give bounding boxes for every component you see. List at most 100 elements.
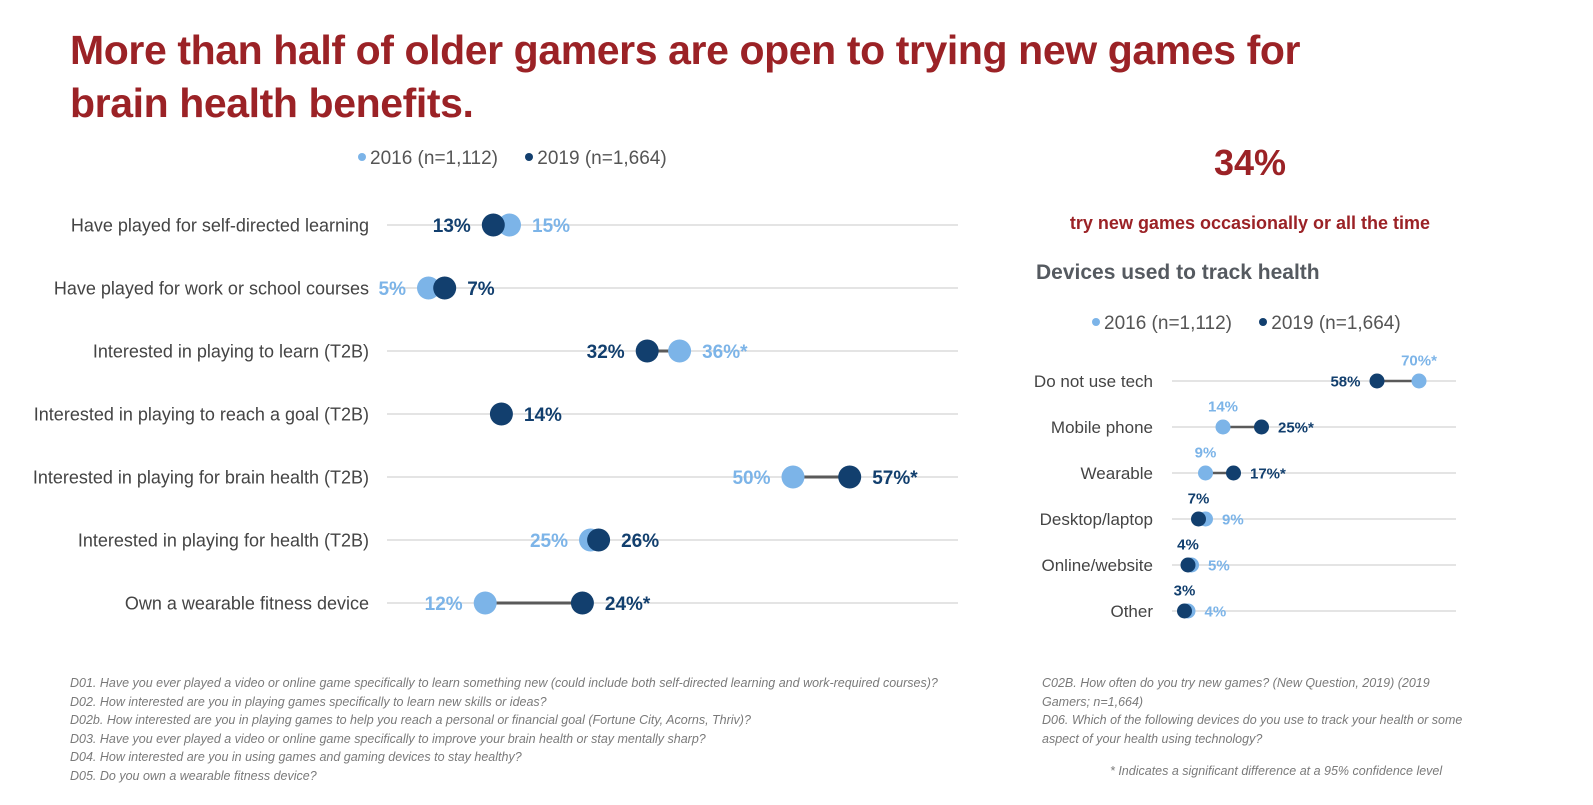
footnote: C02B. How often do you try new games? (N… — [1042, 676, 1430, 709]
value-label-2019: 13% — [433, 216, 471, 237]
footnote: D04. How interested are you in using gam… — [70, 750, 522, 764]
significance-note: * Indicates a significant difference at … — [1110, 764, 1443, 778]
dot-2019 — [1191, 511, 1206, 527]
value-label-2016: 70%* — [1401, 353, 1437, 370]
legend-label-2016: 2016 (n=1,112) — [1104, 313, 1232, 334]
stat-caption: try new games occasionally or all the ti… — [1069, 213, 1431, 233]
legend-item-2016: 2016 (n=1,112) — [358, 148, 498, 170]
dot-2016 — [498, 213, 521, 237]
value-label-2016: 4% — [1205, 603, 1227, 620]
legend-item-2019: 2019 (n=1,664) — [1259, 313, 1401, 335]
dumbbell-chart-devices: Do not use tech 70%* 58% Mobile phone 14% 25%… — [1034, 353, 1456, 621]
dot-2016 — [781, 465, 805, 489]
value-label-2019: 24%* — [605, 594, 651, 615]
chart-row: Interested in playing for health (T2B) 25… — [78, 528, 958, 552]
dot-2016 — [473, 591, 497, 615]
value-label-2019: 7% — [467, 279, 495, 300]
footnote: D01. Have you ever played a video or onl… — [70, 676, 938, 690]
chart-row: Own a wearable fitness device 12% 24%* — [125, 591, 958, 615]
dot-2019 — [635, 339, 659, 363]
value-label-2019: 3% — [1174, 583, 1196, 600]
footnote: D05. Do you own a wearable fitness devic… — [70, 768, 317, 783]
legend-right: 2016 (n=1,112) 2019 (n=1,664) — [1092, 313, 1423, 335]
category-label: Do not use tech — [1034, 372, 1153, 391]
chart-row: Have played for work or school courses 5%… — [54, 276, 958, 300]
legend-label-2019: 2019 (n=1,664) — [537, 148, 667, 169]
chart-row: Other 4% 3% — [1110, 583, 1456, 621]
dot-2019 — [1369, 373, 1385, 389]
value-label-2019: 26% — [621, 531, 659, 552]
dot-2016 — [417, 276, 440, 300]
category-label: Desktop/laptop — [1040, 510, 1153, 529]
dot-2016 — [1215, 419, 1231, 435]
legend-dot-2019-icon — [525, 153, 534, 161]
category-label: Interested in playing for health (T2B) — [78, 530, 369, 550]
dot-2019 — [587, 528, 611, 552]
dot-2019 — [838, 465, 862, 489]
chart-row: Desktop/laptop 9% 7% — [1040, 491, 1456, 529]
value-label-2019: 4% — [1177, 537, 1199, 554]
legend-item-2016: 2016 (n=1,112) — [1092, 313, 1232, 335]
dot-2016 — [1198, 465, 1213, 481]
value-label-2019: 17%* — [1250, 465, 1286, 482]
stat-value: 34% — [1213, 142, 1287, 183]
dot-2019 — [481, 213, 505, 237]
value-label-2016: 5% — [379, 279, 407, 300]
legend-item-2019: 2019 (n=1,664) — [525, 148, 667, 170]
value-label-2019: 7% — [1188, 491, 1210, 508]
footnote: D02b. How interested are you in playing … — [70, 713, 751, 727]
dot-2016 — [668, 339, 692, 363]
legend-dot-2016-icon — [1092, 318, 1100, 326]
legend-dot-2016-icon — [358, 153, 366, 161]
footnotes-right: C02B. How often do you try new games? (N… — [1042, 674, 1472, 748]
dot-2019 — [1177, 603, 1192, 619]
chart-row: Mobile phone 14% 25%* — [1051, 399, 1456, 437]
category-label: Interested in playing to learn (T2B) — [93, 341, 369, 361]
value-label-2019: 32% — [587, 342, 625, 363]
value-label-2016: 25% — [530, 531, 568, 552]
category-label: Online/website — [1041, 556, 1153, 575]
category-label: Interested in playing to reach a goal (T… — [34, 404, 369, 424]
dot-2019 — [1226, 465, 1241, 481]
chart-row: Interested in playing to learn (T2B) 36%*… — [93, 339, 958, 363]
value-label-2016: 14% — [1208, 399, 1238, 416]
chart-row: Wearable 9% 17%* — [1081, 445, 1456, 483]
value-label-2016: 50% — [732, 468, 770, 489]
dumbbell-chart-gaming: Have played for self-directed learning 15… — [33, 213, 958, 615]
footnote: D02. How interested are you in playing g… — [70, 694, 547, 709]
category-label: Have played for work or school courses — [54, 278, 369, 298]
value-label-2016: 9% — [1195, 445, 1217, 462]
dot-2019 — [433, 276, 457, 300]
page-title: More than half of older gamers are open … — [70, 27, 1301, 126]
legend-label-2019: 2019 (n=1,664) — [1271, 313, 1401, 334]
footnotes-left: D01. Have you ever played a video or onl… — [70, 674, 1030, 785]
chart-row: Online/website 5% 4% — [1041, 537, 1456, 575]
dot-2019 — [1254, 419, 1269, 435]
category-label: Wearable — [1081, 464, 1153, 483]
footnote: D03. Have you ever played a video or onl… — [70, 731, 706, 746]
legend-label-2016: 2016 (n=1,112) — [370, 148, 498, 169]
legend-dot-2019-icon — [1259, 318, 1268, 326]
legend-left: 2016 (n=1,112) 2019 (n=1,664) — [358, 148, 689, 170]
category-label: Other — [1110, 602, 1153, 621]
chart-row: Interested in playing to reach a goal (T… — [34, 402, 958, 426]
category-label: Own a wearable fitness device — [125, 593, 369, 613]
chart-row: Interested in playing for brain health (… — [33, 465, 958, 489]
footnote: D06. Which of the following devices do y… — [1042, 713, 1463, 746]
devices-heading: Devices used to track health — [1036, 261, 1320, 284]
category-label: Interested in playing for brain health (… — [33, 467, 369, 487]
value-label-2019: 57%* — [872, 468, 918, 489]
value-label-2019: 58% — [1330, 373, 1360, 390]
value-label-2016: 15% — [532, 216, 570, 237]
dot-2019 — [570, 591, 594, 615]
dot-2019 — [1180, 557, 1196, 573]
value-label-2016: 9% — [1222, 511, 1244, 528]
dot-2019 — [489, 402, 513, 426]
value-label-2016: 36%* — [702, 342, 748, 363]
chart-row: Do not use tech 70%* 58% — [1034, 353, 1456, 391]
value-label-2016: 12% — [425, 594, 463, 615]
value-label-2019: 25%* — [1278, 419, 1314, 436]
dot-2016 — [1411, 373, 1427, 389]
value-label-2019: 14% — [524, 405, 562, 426]
chart-row: Have played for self-directed learning 15… — [71, 213, 958, 237]
